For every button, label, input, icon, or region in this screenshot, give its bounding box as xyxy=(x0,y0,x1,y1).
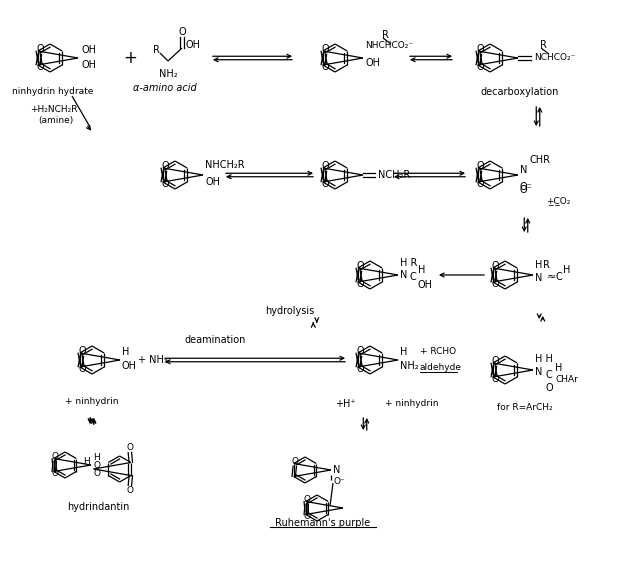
Text: H: H xyxy=(563,265,570,275)
Text: ≈: ≈ xyxy=(547,272,556,282)
Text: O: O xyxy=(321,179,329,189)
Text: +H⁺: +H⁺ xyxy=(335,399,355,409)
Text: (amine): (amine) xyxy=(38,117,73,125)
Text: N: N xyxy=(535,273,542,283)
Text: O: O xyxy=(126,443,133,452)
Text: O: O xyxy=(36,44,44,54)
Text: C: C xyxy=(545,370,552,380)
Text: O: O xyxy=(356,261,364,271)
Text: OH: OH xyxy=(81,60,96,70)
Text: OH: OH xyxy=(365,58,380,68)
Text: O: O xyxy=(161,179,169,189)
Text: aldehyde: aldehyde xyxy=(420,362,462,372)
Text: H: H xyxy=(93,454,100,462)
Text: NCHCO₂⁻: NCHCO₂⁻ xyxy=(534,53,575,63)
Text: CHR: CHR xyxy=(530,155,551,165)
Text: Ruhemann's purple: Ruhemann's purple xyxy=(275,518,371,528)
Text: O: O xyxy=(126,486,133,495)
Text: O: O xyxy=(491,374,499,384)
Text: O: O xyxy=(36,62,44,72)
Text: O: O xyxy=(476,44,484,54)
Text: O: O xyxy=(545,383,552,393)
Text: OH: OH xyxy=(81,45,96,55)
Text: O: O xyxy=(51,469,58,478)
Text: O: O xyxy=(93,461,100,469)
Text: CHAr: CHAr xyxy=(555,375,578,385)
Text: R: R xyxy=(152,45,159,55)
Text: R: R xyxy=(543,260,550,270)
Text: O: O xyxy=(321,62,329,72)
Text: O: O xyxy=(78,364,86,374)
Text: H: H xyxy=(535,260,542,270)
Text: H: H xyxy=(400,347,408,357)
Text: NCH₂R: NCH₂R xyxy=(378,170,410,180)
Text: ninhydrin hydrate: ninhydrin hydrate xyxy=(12,86,93,96)
Text: + ninhydrin: + ninhydrin xyxy=(65,397,119,407)
Text: O: O xyxy=(303,512,310,521)
Text: O: O xyxy=(161,161,169,171)
Text: N: N xyxy=(333,465,340,475)
Text: C: C xyxy=(410,272,417,282)
Text: O: O xyxy=(93,469,100,477)
Text: for R=ArCH₂: for R=ArCH₂ xyxy=(497,404,553,412)
Text: NH₂: NH₂ xyxy=(159,69,177,79)
Text: O: O xyxy=(356,346,364,356)
Text: NHCHCO₂⁻: NHCHCO₂⁻ xyxy=(365,42,413,50)
Text: N: N xyxy=(400,270,408,280)
Text: deamination: deamination xyxy=(184,335,246,345)
Text: α-amino acid: α-amino acid xyxy=(133,83,197,93)
Text: O: O xyxy=(476,179,484,189)
Text: O: O xyxy=(356,364,364,374)
Text: H: H xyxy=(555,363,563,373)
Text: O⁻: O⁻ xyxy=(333,477,345,487)
Text: + ninhydrin: + ninhydrin xyxy=(385,400,438,408)
Text: N: N xyxy=(520,165,527,175)
Text: O: O xyxy=(78,346,86,356)
Text: N: N xyxy=(535,367,542,377)
Text: H: H xyxy=(83,458,90,466)
Text: + RCHO: + RCHO xyxy=(420,347,456,357)
Text: R: R xyxy=(540,40,547,50)
Text: O: O xyxy=(178,27,186,37)
Text: O: O xyxy=(476,62,484,72)
Text: H R: H R xyxy=(400,258,417,268)
Text: +̲C̲O₂: +̲C̲O₂ xyxy=(546,197,570,205)
Text: OH: OH xyxy=(122,361,137,371)
Text: O⁻: O⁻ xyxy=(520,185,532,195)
Text: O: O xyxy=(491,261,499,271)
Text: O: O xyxy=(356,279,364,289)
Text: +: + xyxy=(123,49,137,67)
Text: + NH₃: + NH₃ xyxy=(138,355,168,365)
Text: O: O xyxy=(303,495,310,504)
Text: OH: OH xyxy=(418,280,433,290)
Text: R: R xyxy=(381,30,388,40)
Text: O⁻: O⁻ xyxy=(520,182,532,192)
Text: O: O xyxy=(476,161,484,171)
Text: NH₂: NH₂ xyxy=(400,361,419,371)
Text: O: O xyxy=(51,452,58,461)
Text: H H: H H xyxy=(535,354,553,364)
Text: C: C xyxy=(555,272,562,282)
Text: +H₂NCH₂R: +H₂NCH₂R xyxy=(30,106,77,114)
Text: O: O xyxy=(321,161,329,171)
Text: O: O xyxy=(291,457,298,466)
Text: H: H xyxy=(418,265,426,275)
Text: O: O xyxy=(491,356,499,366)
Text: O: O xyxy=(491,279,499,289)
Text: OH: OH xyxy=(185,40,200,50)
Text: H: H xyxy=(122,347,129,357)
Text: hydrindantin: hydrindantin xyxy=(67,502,129,512)
Text: O: O xyxy=(321,44,329,54)
Text: hydrolysis: hydrolysis xyxy=(266,306,315,316)
Text: NHCH₂R: NHCH₂R xyxy=(205,160,244,170)
Text: decarboxylation: decarboxylation xyxy=(481,87,559,97)
Text: OH: OH xyxy=(205,177,220,187)
